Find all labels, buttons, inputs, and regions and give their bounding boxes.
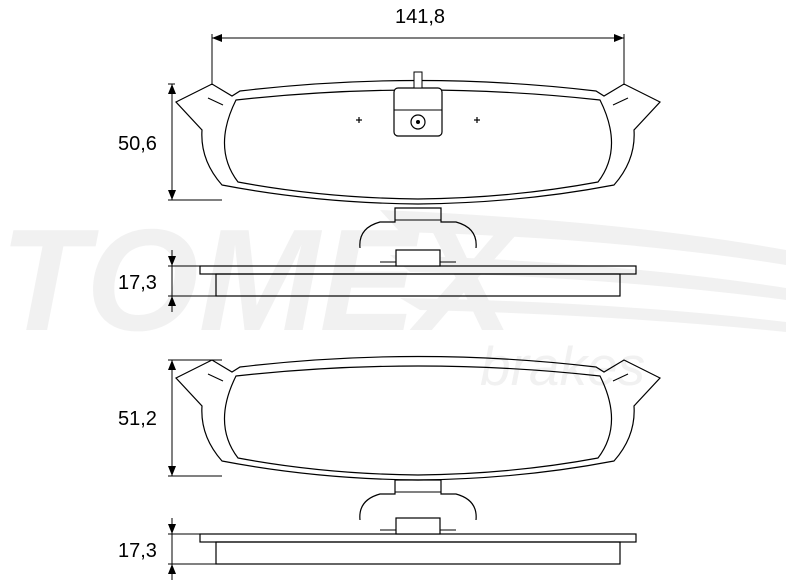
upper-pad-face — [176, 72, 660, 204]
upper-clip — [360, 208, 476, 248]
label-height-lower: 51,2 — [118, 408, 157, 431]
dimension-thickness-lower — [168, 518, 216, 580]
label-thickness-upper: 17,3 — [118, 272, 157, 295]
dimension-thickness-upper — [168, 250, 216, 312]
diagram-container: TOMEX brakes — [0, 0, 786, 582]
lower-pad-face — [176, 357, 660, 481]
label-thickness-lower: 17,3 — [118, 540, 157, 563]
lower-pad-side — [200, 518, 636, 564]
upper-pad-side — [200, 250, 636, 296]
label-height-upper: 50,6 — [118, 133, 157, 156]
lower-clip — [360, 480, 476, 520]
label-width-top: 141,8 — [395, 6, 445, 29]
